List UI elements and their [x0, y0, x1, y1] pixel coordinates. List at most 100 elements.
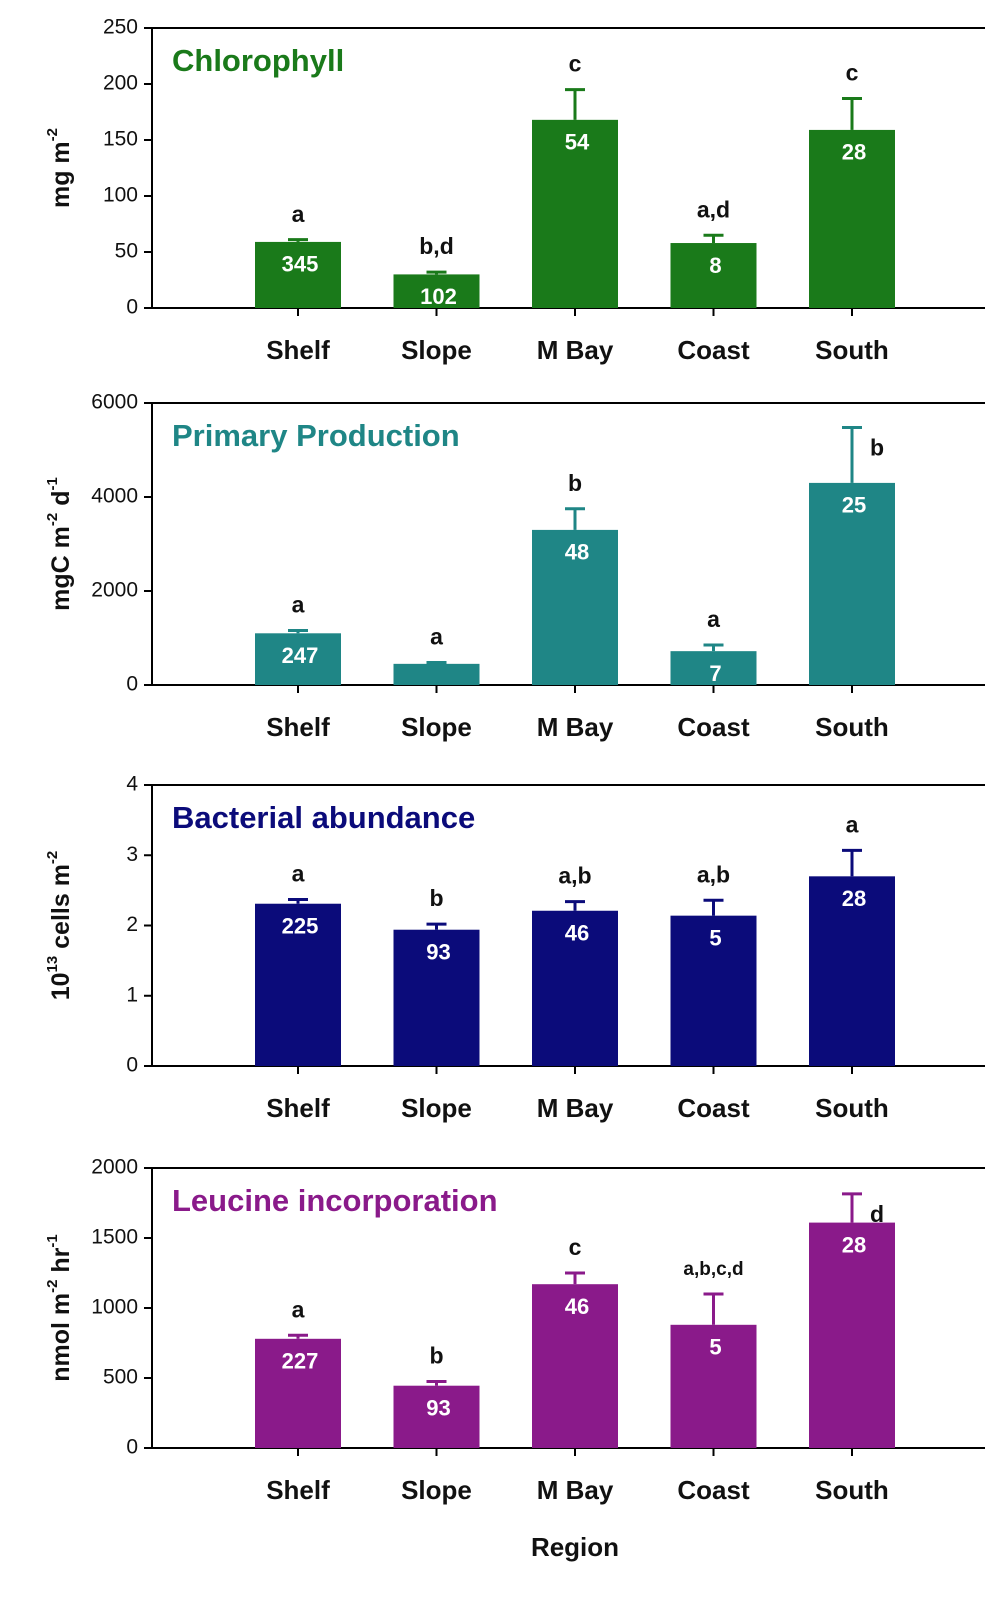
bar: [809, 482, 895, 685]
y-axis-label: mg m-2: [44, 128, 74, 208]
y-tick-label: 500: [103, 1366, 138, 1389]
x-tick-label: M Bay: [537, 1093, 614, 1123]
bar: [670, 651, 757, 685]
x-tick-label: South: [815, 712, 889, 742]
x-tick-label: Shelf: [266, 335, 330, 365]
sample-size-label: 28: [842, 886, 866, 911]
significance-label: a: [846, 811, 859, 837]
sample-size-label: 93: [426, 940, 450, 965]
significance-label: a: [430, 624, 443, 650]
sample-size-label: 225: [282, 914, 319, 939]
significance-label: a,b: [697, 861, 730, 887]
x-tick-label: Coast: [677, 712, 750, 742]
sample-size-label: 247: [282, 643, 319, 668]
sample-size-label: 28: [842, 1232, 866, 1257]
bar: [393, 663, 480, 685]
y-axis-label-part: 13: [44, 956, 61, 973]
y-tick-label: 3: [126, 843, 138, 866]
sample-size-label: 5: [709, 1335, 721, 1360]
bar: [532, 910, 618, 1066]
y-tick-label: 1: [126, 983, 138, 1006]
sample-size-label: 46: [565, 921, 589, 946]
bar: [393, 274, 480, 308]
x-tick-label: Shelf: [266, 1475, 330, 1505]
y-axis-label-part: 10: [47, 972, 75, 1000]
y-tick-label: 250: [103, 16, 138, 39]
x-tick-label: Slope: [401, 1475, 472, 1505]
sample-size-label: 345: [282, 252, 319, 277]
x-tick-label: South: [815, 335, 889, 365]
x-tick-label: South: [815, 1475, 889, 1505]
bar: [255, 1338, 341, 1448]
sample-size-label: 48: [565, 540, 589, 565]
significance-label: d: [870, 1201, 884, 1227]
panel-title: Bacterial abundance: [172, 800, 475, 835]
significance-label: b: [568, 470, 582, 496]
significance-label: a,b,c,d: [683, 1259, 743, 1280]
bar: [532, 119, 618, 308]
y-tick-label: 200: [103, 72, 138, 95]
y-tick-label: 6000: [91, 391, 138, 414]
x-tick-label: South: [815, 1093, 889, 1123]
significance-label: a,b: [558, 863, 591, 889]
panel-title: Leucine incorporation: [172, 1183, 498, 1218]
y-axis-label-part: mgC m: [47, 526, 75, 611]
x-tick-label: Slope: [401, 1093, 472, 1123]
significance-label: a: [292, 201, 305, 227]
sample-size-label: 46: [565, 1294, 589, 1319]
sample-size-label: 93: [426, 1396, 450, 1421]
y-axis-label: mgC m-2 d-1: [44, 477, 74, 611]
y-tick-label: 4: [126, 773, 138, 796]
x-tick-label: Slope: [401, 335, 472, 365]
y-tick-label: 50: [115, 240, 138, 263]
bar: [255, 241, 341, 308]
panel-title: Primary Production: [172, 418, 460, 453]
y-tick-label: 1500: [91, 1226, 138, 1249]
significance-label: b: [429, 885, 443, 911]
x-tick-label: Coast: [677, 335, 750, 365]
x-tick-label: M Bay: [537, 1475, 614, 1505]
y-axis-label-part: -1: [44, 1234, 61, 1247]
sample-size-label: 28: [842, 140, 866, 165]
bar: [670, 1324, 757, 1448]
bar: [670, 915, 757, 1066]
significance-label: a: [292, 1296, 305, 1322]
significance-label: a: [707, 606, 720, 632]
significance-label: c: [846, 60, 859, 86]
panel-title: Chlorophyll: [172, 43, 344, 78]
bar: [809, 129, 895, 308]
x-tick-label: Shelf: [266, 1093, 330, 1123]
significance-label: c: [569, 51, 582, 77]
bar: [532, 1284, 618, 1448]
sample-size-label: 5: [709, 925, 721, 950]
y-tick-label: 0: [126, 1436, 138, 1459]
y-tick-label: 1000: [91, 1296, 138, 1319]
y-axis-label-part: mg m: [47, 141, 75, 208]
significance-label: a,d: [697, 196, 730, 222]
sample-size-label: 25: [842, 493, 866, 518]
y-axis-label-part: -2: [44, 851, 61, 864]
sample-size-label: 227: [282, 1349, 319, 1374]
bar: [255, 633, 341, 685]
significance-label: c: [569, 1234, 582, 1260]
x-tick-label: Coast: [677, 1475, 750, 1505]
y-tick-label: 0: [126, 296, 138, 319]
bar: [393, 929, 480, 1066]
bar: [809, 1222, 895, 1448]
significance-label: b,d: [419, 233, 454, 259]
y-axis-label-part: -2: [44, 513, 61, 526]
x-tick-label: M Bay: [537, 712, 614, 742]
sample-size-label: 102: [420, 284, 457, 309]
y-axis-label-part: cells m: [47, 864, 75, 956]
y-tick-label: 0: [126, 1054, 138, 1077]
y-axis-label-part: -1: [44, 477, 61, 490]
y-tick-label: 4000: [91, 485, 138, 508]
sample-size-label: 54: [565, 130, 590, 155]
y-axis-label: nmol m-2 hr-1: [44, 1234, 74, 1382]
significance-label: a: [292, 861, 305, 887]
y-tick-label: 150: [103, 128, 138, 151]
sample-size-label: 8: [709, 253, 721, 278]
bar: [670, 243, 757, 308]
bar: [809, 876, 895, 1066]
y-axis-label-part: d: [47, 491, 75, 513]
